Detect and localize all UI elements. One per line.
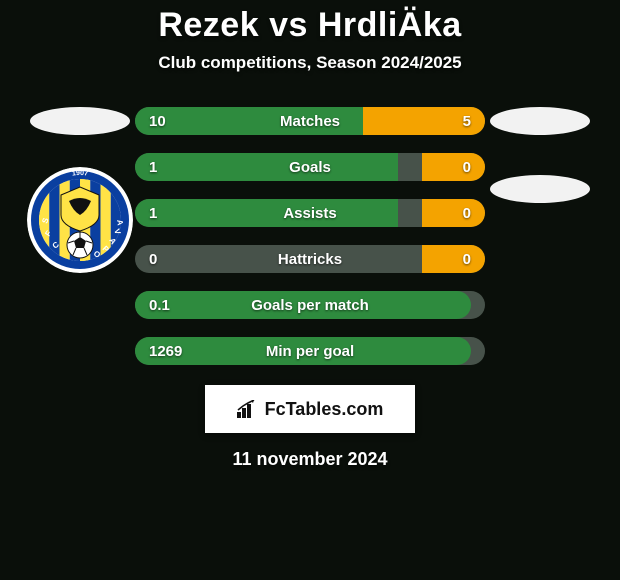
left-flag-ellipse	[30, 107, 130, 135]
source-badge: FcTables.com	[205, 385, 415, 433]
main-row: 1907 S F C O P A V A 105Matches10Goals10…	[0, 107, 620, 365]
right-player-column	[485, 107, 595, 203]
stat-row: 10Goals	[135, 153, 485, 181]
right-club-ellipse	[490, 175, 590, 203]
source-badge-text: FcTables.com	[265, 399, 384, 420]
stat-label: Goals per match	[135, 291, 485, 319]
stat-bars: 105Matches 10Goals 10Assists 00Hattricks 0.1…	[135, 107, 485, 365]
stat-row: 0.1Goals per match	[135, 291, 485, 319]
page-title: Rezek vs HrdliÄka	[158, 6, 461, 45]
stat-row: 00Hattricks	[135, 245, 485, 273]
left-club-badge: 1907 S F C O P A V A	[27, 167, 133, 273]
opava-badge-icon: 1907 S F C O P A V A	[27, 167, 133, 273]
page-subtitle: Club competitions, Season 2024/2025	[158, 53, 461, 73]
stat-row: 105Matches	[135, 107, 485, 135]
stat-row: 10Assists	[135, 199, 485, 227]
infographic-root: Rezek vs HrdliÄka Club competitions, Sea…	[0, 0, 620, 580]
stat-row: 1269Min per goal	[135, 337, 485, 365]
footer-date: 11 november 2024	[232, 449, 387, 470]
stat-label: Min per goal	[135, 337, 485, 365]
fctables-logo-icon	[237, 400, 259, 418]
right-flag-ellipse	[490, 107, 590, 135]
stat-label: Goals	[135, 153, 485, 181]
stat-label: Assists	[135, 199, 485, 227]
stat-label: Hattricks	[135, 245, 485, 273]
left-player-column: 1907 S F C O P A V A	[25, 107, 135, 273]
stat-label: Matches	[135, 107, 485, 135]
